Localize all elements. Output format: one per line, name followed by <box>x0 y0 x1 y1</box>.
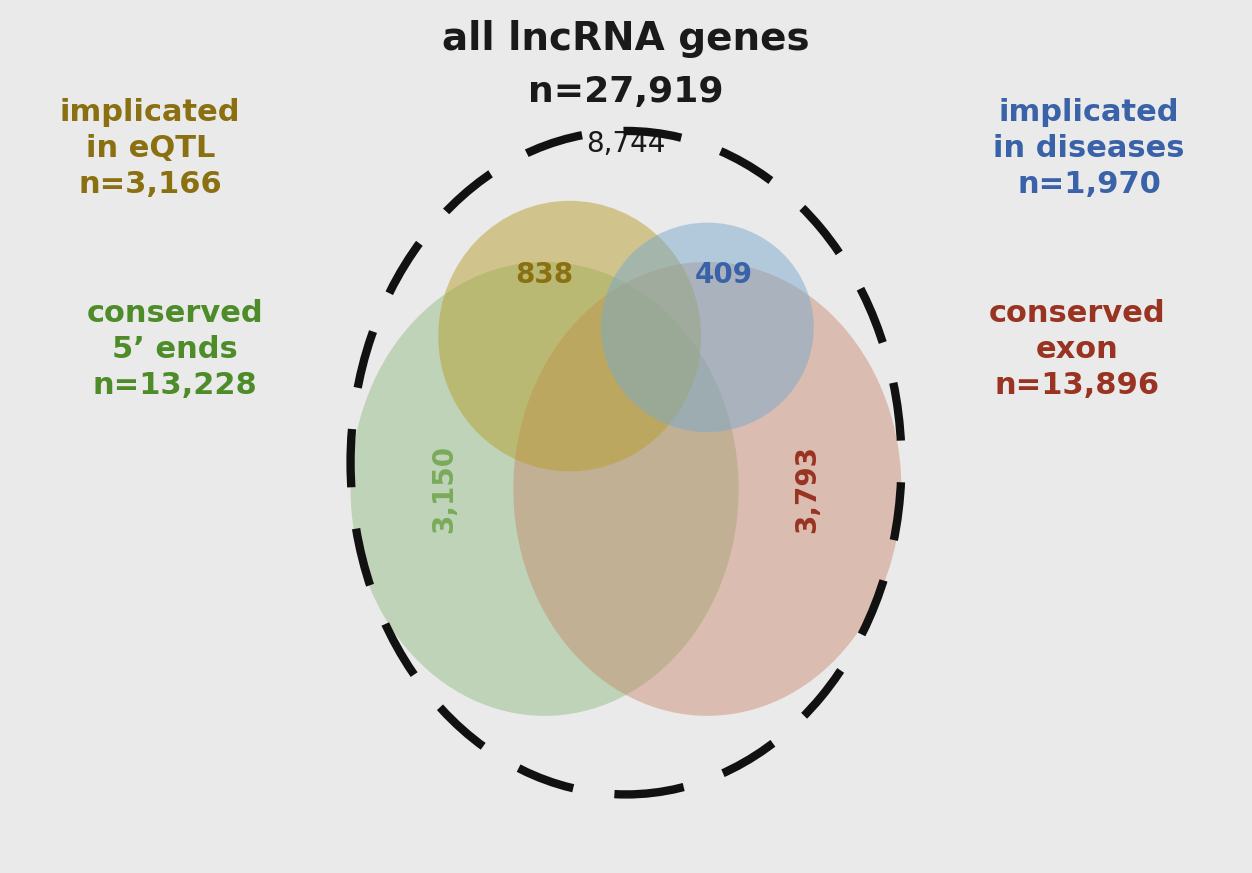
Text: conserved
5’ ends
n=13,228: conserved 5’ ends n=13,228 <box>86 299 264 400</box>
Text: 838: 838 <box>516 261 573 289</box>
Text: 409: 409 <box>695 261 752 289</box>
Text: implicated
in eQTL
n=3,166: implicated in eQTL n=3,166 <box>60 98 240 199</box>
Text: n=27,919: n=27,919 <box>528 75 724 108</box>
Ellipse shape <box>513 262 901 716</box>
Ellipse shape <box>601 223 814 432</box>
Text: all lncRNA genes: all lncRNA genes <box>442 20 810 58</box>
Text: 3,150: 3,150 <box>431 445 458 533</box>
Text: 8,744: 8,744 <box>586 130 666 158</box>
Text: implicated
in diseases
n=1,970: implicated in diseases n=1,970 <box>994 98 1184 199</box>
Ellipse shape <box>438 201 701 471</box>
Text: 3,793: 3,793 <box>794 445 821 533</box>
Text: conserved
exon
n=13,896: conserved exon n=13,896 <box>988 299 1166 400</box>
Ellipse shape <box>351 262 739 716</box>
